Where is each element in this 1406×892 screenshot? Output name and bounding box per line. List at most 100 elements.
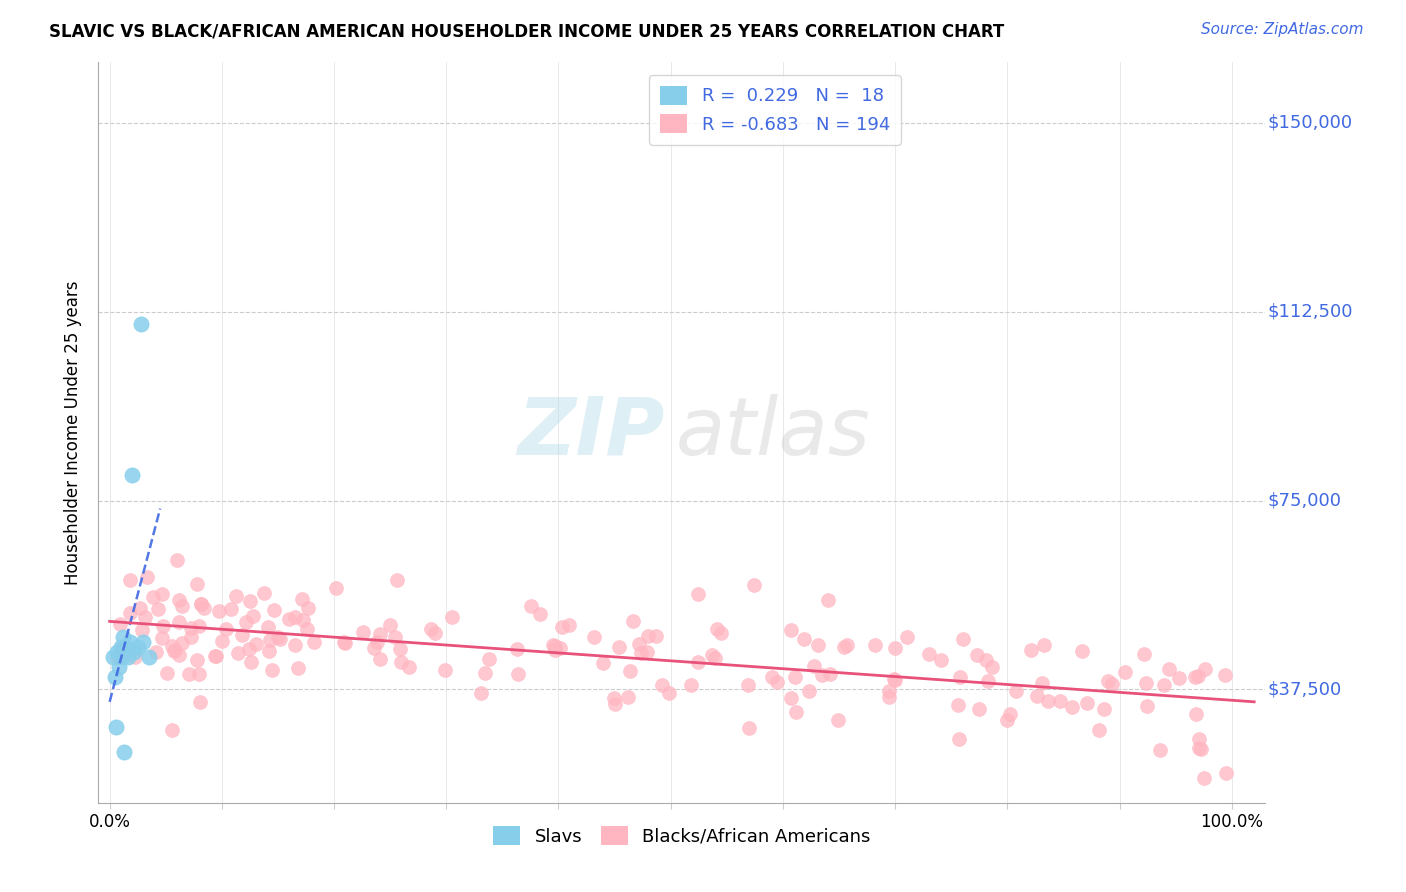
Point — [1135, 675, 1157, 690]
Point — [582, 630, 605, 644]
Point — [1092, 701, 1115, 715]
Point — [239, 655, 262, 669]
Point — [127, 640, 149, 654]
Point — [1157, 662, 1180, 676]
Point — [1060, 700, 1083, 714]
Point — [651, 678, 673, 692]
Point — [607, 640, 630, 654]
Point — [929, 653, 952, 667]
Point — [686, 655, 709, 669]
Point — [387, 574, 409, 588]
Point — [389, 641, 412, 656]
Point — [1049, 694, 1071, 708]
Point — [966, 648, 988, 662]
Point — [160, 723, 183, 738]
Point — [544, 639, 567, 653]
Point — [110, 640, 132, 655]
Point — [1114, 665, 1136, 680]
Point — [1188, 740, 1211, 755]
Point — [761, 670, 783, 684]
Point — [506, 641, 529, 656]
Text: Source: ZipAtlas.com: Source: ZipAtlas.com — [1201, 22, 1364, 37]
Point — [142, 590, 165, 604]
Point — [111, 649, 134, 664]
Point — [441, 610, 464, 624]
Point — [837, 639, 859, 653]
Point — [186, 577, 208, 591]
Point — [644, 629, 666, 643]
Point — [420, 622, 443, 636]
Point — [883, 672, 905, 686]
Point — [1021, 642, 1043, 657]
Point — [152, 619, 174, 633]
Point — [150, 631, 173, 645]
Point — [284, 638, 307, 652]
Point — [1192, 771, 1215, 785]
Point — [170, 636, 193, 650]
Point — [810, 668, 832, 682]
Point — [107, 650, 129, 665]
Point — [710, 626, 733, 640]
Point — [242, 609, 264, 624]
Point — [1215, 765, 1237, 780]
Point — [152, 587, 174, 601]
Point — [529, 607, 551, 622]
Point — [120, 573, 142, 587]
Point — [145, 645, 167, 659]
Point — [1097, 674, 1119, 689]
Point — [325, 581, 347, 595]
Point — [132, 634, 155, 648]
Point — [245, 637, 267, 651]
Point — [1071, 644, 1094, 658]
Point — [287, 661, 309, 675]
Point — [1076, 696, 1098, 710]
Point — [284, 609, 307, 624]
Point — [204, 649, 226, 664]
Point — [1153, 678, 1175, 692]
Text: $112,500: $112,500 — [1268, 302, 1353, 321]
Point — [110, 640, 132, 654]
Point — [1031, 675, 1053, 690]
Point — [1004, 684, 1026, 698]
Legend: R =  0.229   N =  18, R = -0.683   N = 194: R = 0.229 N = 18, R = -0.683 N = 194 — [650, 75, 901, 145]
Point — [742, 578, 765, 592]
Point — [187, 667, 209, 681]
Point — [190, 597, 212, 611]
Point — [118, 634, 141, 648]
Point — [115, 640, 138, 654]
Text: $150,000: $150,000 — [1268, 114, 1353, 132]
Point — [257, 620, 280, 634]
Point — [112, 630, 135, 644]
Point — [165, 642, 187, 657]
Point — [918, 647, 941, 661]
Point — [263, 603, 285, 617]
Point — [104, 670, 127, 684]
Point — [259, 633, 281, 648]
Point — [557, 617, 579, 632]
Point — [131, 624, 153, 638]
Point — [780, 690, 803, 705]
Point — [738, 721, 761, 735]
Point — [163, 643, 186, 657]
Point — [779, 623, 801, 637]
Point — [785, 705, 807, 719]
Point — [1168, 671, 1191, 685]
Point — [1185, 707, 1208, 722]
Point — [995, 714, 1018, 728]
Point — [368, 626, 391, 640]
Text: $75,000: $75,000 — [1268, 491, 1341, 509]
Point — [617, 690, 640, 705]
Point — [877, 684, 900, 698]
Point — [636, 645, 658, 659]
Point — [520, 599, 543, 614]
Point — [1213, 667, 1236, 681]
Point — [120, 606, 142, 620]
Point — [186, 653, 208, 667]
Point — [101, 649, 124, 664]
Point — [124, 649, 146, 664]
Point — [603, 691, 626, 706]
Point — [434, 664, 457, 678]
Point — [253, 585, 276, 599]
Point — [219, 602, 242, 616]
Point — [124, 645, 146, 659]
